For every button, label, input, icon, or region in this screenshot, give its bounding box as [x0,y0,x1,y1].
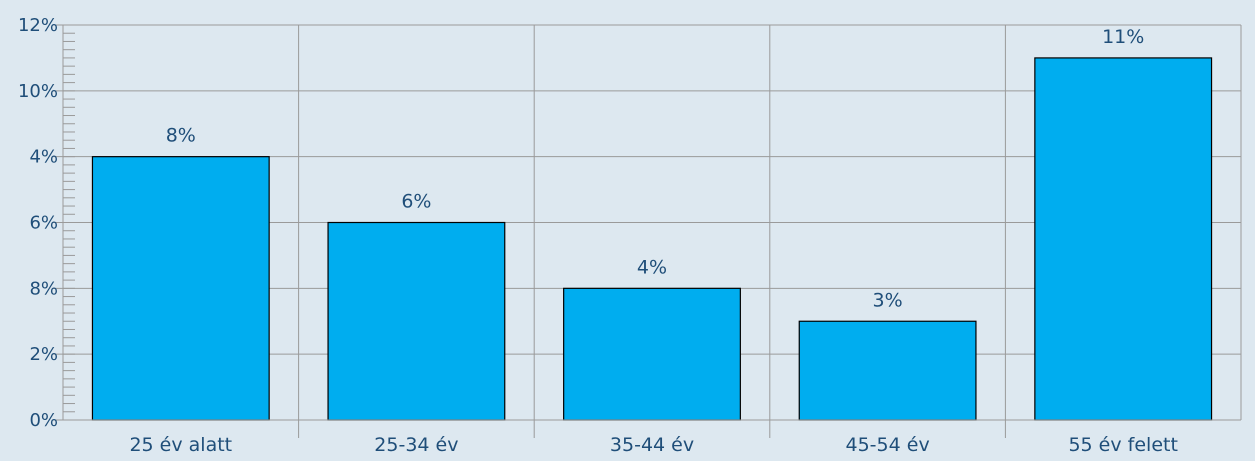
y-tick-label: 8% [29,278,58,299]
bar [327,221,506,421]
bar [563,287,741,421]
x-tick-label: 25 év alatt [129,434,232,456]
data-label: 6% [401,191,431,213]
y-tick-label: 4% [29,147,58,168]
x-tick-label: 45-54 év [846,434,930,456]
x-axis-tick-labels: 25 év alatt 25-34 év 35-44 év 45-54 év 55 év… [129,434,1177,456]
y-tick-label: 0% [29,410,58,431]
y-tick-label: 2% [29,344,58,365]
x-tick-label: 25-34 év [374,434,458,456]
x-tick-label: 55 év felett [1068,434,1177,456]
data-label: 4% [637,256,667,278]
y-tick-label: 12% [18,15,58,36]
y-axis-tick-labels: 0% 2% 8% 6% 4% 10% 12% [18,15,58,431]
data-label: 3% [873,289,903,311]
bar [1034,57,1213,421]
y-tick-label: 10% [18,81,58,102]
data-label: 8% [166,125,196,147]
y-tick-label: 6% [29,213,58,234]
bar [798,320,977,421]
axes [53,25,1241,421]
bars [91,57,1213,421]
y-axis-minor-ticks [63,24,75,421]
x-tick-label: 35-44 év [610,434,694,456]
bar [91,156,270,421]
data-label: 11% [1102,26,1144,48]
data-labels: 8% 6% 4% 3% 11% [166,26,1145,311]
